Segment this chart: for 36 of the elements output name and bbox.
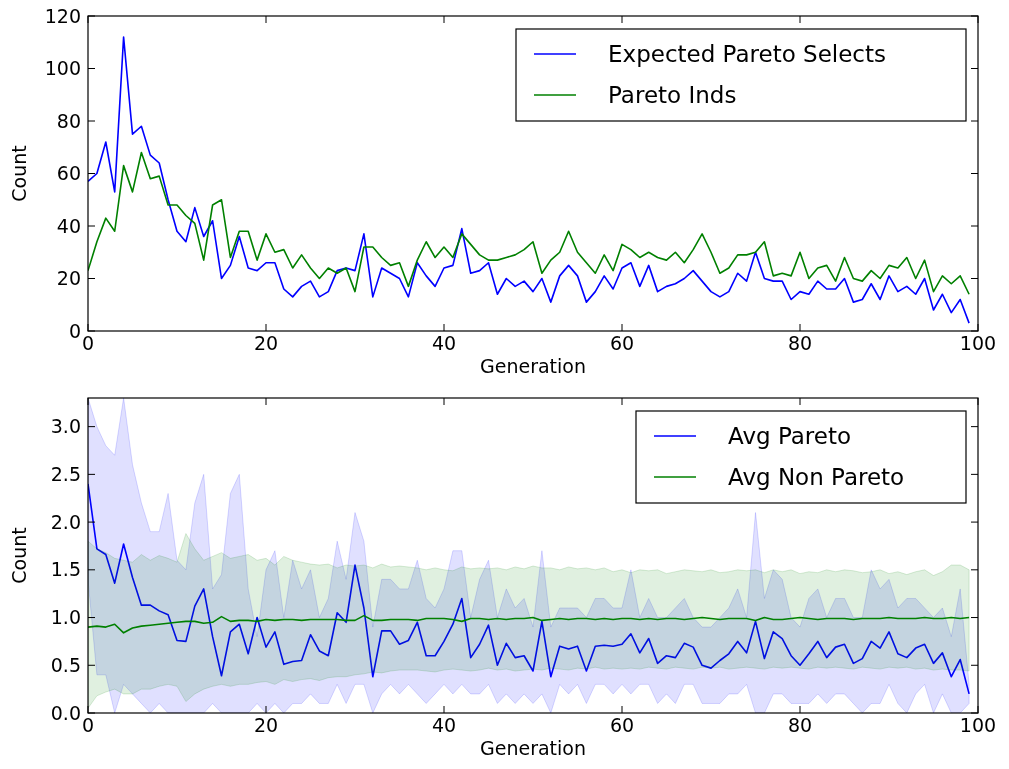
y-tick-label: 60 bbox=[56, 162, 81, 185]
y-tick-label: 2.5 bbox=[50, 463, 81, 486]
y-tick-label: 1.0 bbox=[50, 606, 81, 629]
legend-label: Expected Pareto Selects bbox=[608, 41, 886, 68]
x-tick-label: 100 bbox=[959, 332, 997, 354]
x-tick-label: 80 bbox=[787, 332, 813, 354]
x-tick-label: 40 bbox=[431, 714, 457, 736]
legend-label: Avg Pareto bbox=[728, 423, 852, 450]
x-tick-label: 60 bbox=[609, 714, 635, 736]
legend-label: Avg Non Pareto bbox=[728, 464, 905, 491]
x-tick-label: 40 bbox=[431, 332, 457, 354]
y-tick-label: 0.0 bbox=[50, 701, 81, 724]
y-tick-label: 3.0 bbox=[50, 415, 81, 438]
y-tick-label: 120 bbox=[44, 4, 81, 27]
y-tick-label: 100 bbox=[44, 57, 81, 80]
x-tick-label: 80 bbox=[787, 714, 813, 736]
x-tick-label: 60 bbox=[609, 332, 635, 354]
line-series bbox=[88, 151, 970, 296]
x-axis-title: Generation bbox=[480, 355, 586, 377]
line-series bbox=[88, 614, 970, 634]
x-tick-label: 20 bbox=[253, 714, 279, 736]
y-tick-label: 80 bbox=[56, 109, 81, 132]
x-tick-label: 20 bbox=[253, 332, 279, 354]
y-tick-label: 2.0 bbox=[50, 510, 81, 533]
x-tick-label: 0 bbox=[81, 332, 95, 354]
y-tick-label: 20 bbox=[56, 267, 81, 290]
y-tick-label: 40 bbox=[56, 214, 81, 237]
x-tick-label: 0 bbox=[81, 714, 95, 736]
x-axis-title: Generation bbox=[480, 737, 586, 759]
line-series bbox=[88, 36, 970, 324]
y-axis-title: Count bbox=[8, 527, 30, 584]
y-axis-title: Count bbox=[8, 145, 30, 202]
y-tick-label: 0.5 bbox=[50, 653, 81, 676]
y-tick-label: 1.5 bbox=[50, 558, 81, 581]
x-tick-label: 100 bbox=[959, 714, 997, 736]
legend-label: Pareto Inds bbox=[608, 82, 737, 109]
